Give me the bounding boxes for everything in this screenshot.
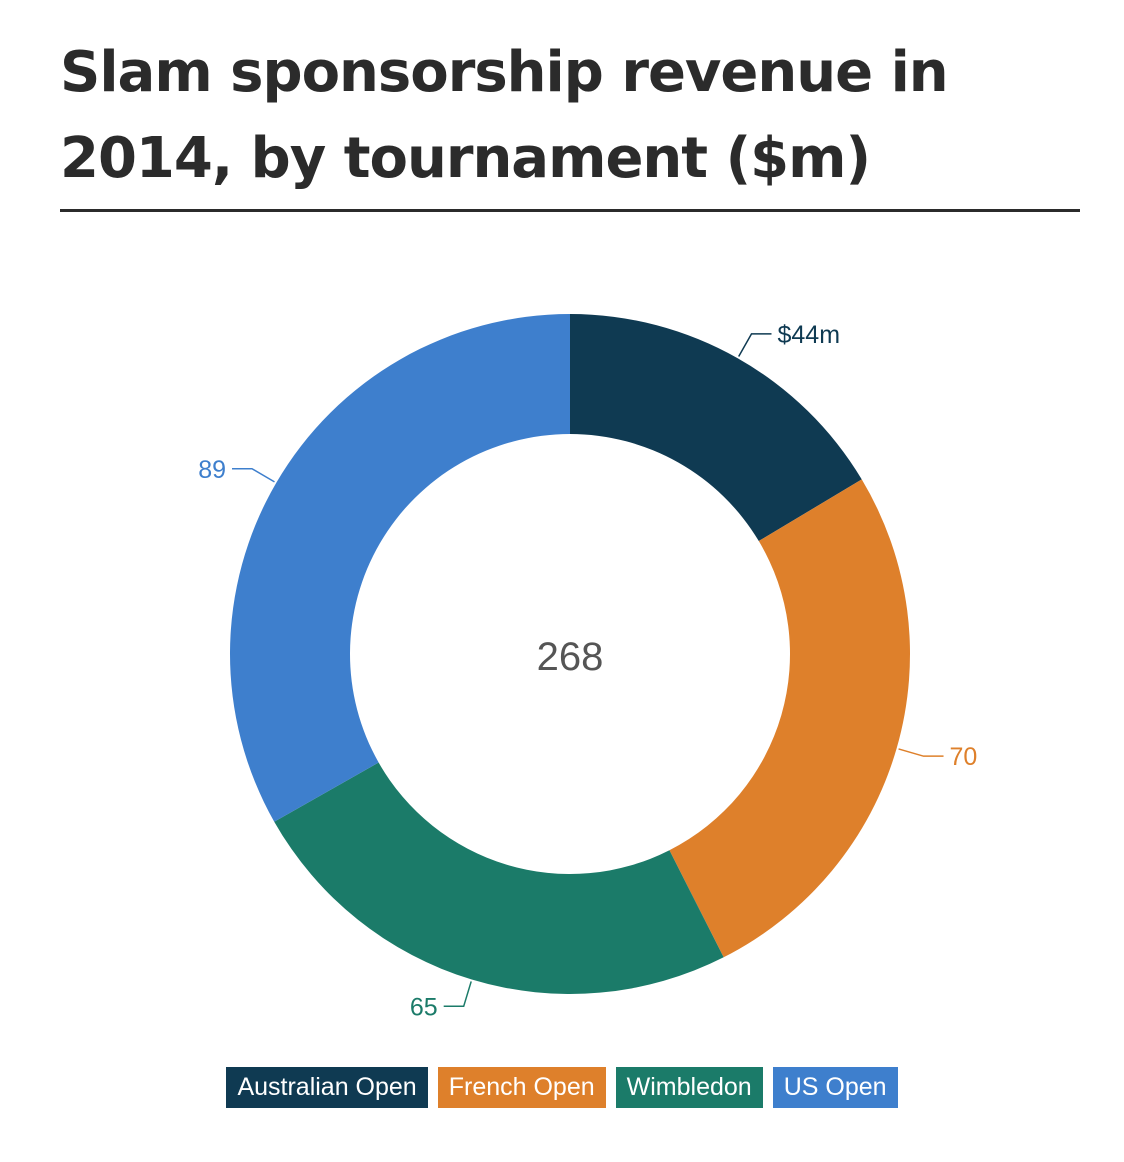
leader-line-us-open xyxy=(232,468,275,483)
leader-line-australian-open xyxy=(738,333,772,357)
slice-french-open xyxy=(669,479,911,958)
leader-line-french-open xyxy=(898,748,944,757)
legend-item-french-open: French Open xyxy=(437,1067,606,1108)
slice-wimbledon xyxy=(274,762,724,995)
chart-legend: Australian Open French Open Wimbledon US Op… xyxy=(0,1067,1124,1108)
data-label-french-open: 70 xyxy=(950,743,978,771)
legend-item-wimbledon: Wimbledon xyxy=(615,1067,763,1108)
legend-item-australian-open: Australian Open xyxy=(226,1067,428,1108)
slice-australian-open xyxy=(570,314,862,542)
title-underline xyxy=(60,209,1080,212)
chart-title: Slam sponsorship revenue in 2014, by tou… xyxy=(60,40,949,191)
slice-us-open xyxy=(229,314,570,822)
data-label-australian-open: $44m xyxy=(778,321,841,349)
data-label-us-open: 89 xyxy=(198,456,226,484)
data-label-wimbledon: 65 xyxy=(410,993,438,1021)
center-total-label: 268 xyxy=(537,635,604,679)
leader-line-wimbledon xyxy=(443,981,472,1008)
data-labels: $44m 70 65 89 xyxy=(198,321,977,1021)
legend-item-us-open: US Open xyxy=(772,1067,898,1108)
donut-chart: $44m 70 65 89 268 xyxy=(198,314,977,1021)
donut-slices xyxy=(229,314,911,995)
